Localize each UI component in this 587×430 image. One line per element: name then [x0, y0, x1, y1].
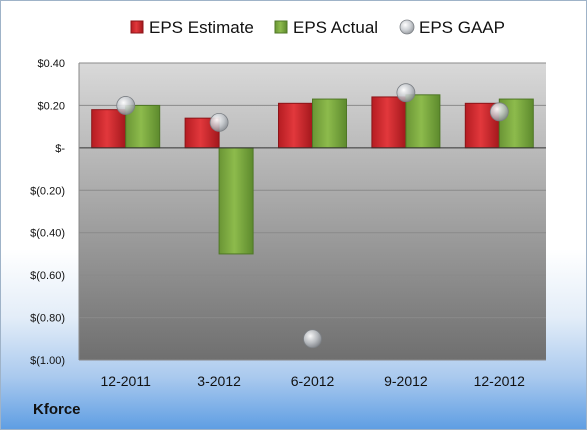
y-tick-label: $(0.40)	[30, 228, 65, 240]
marker-eps-gaap-6-2012	[303, 329, 322, 349]
x-tick-label: 3-2012	[197, 373, 241, 389]
bar-eps-actual-3-2012	[218, 147, 254, 255]
company-label: Kforce	[33, 401, 81, 418]
marker-eps-gaap-3-2012	[209, 113, 229, 132]
y-tick-label: $(0.80)	[30, 313, 65, 325]
x-tick-label: 12-2012	[474, 373, 526, 389]
marker-eps-gaap-12-2012	[489, 102, 509, 122]
bar-eps-actual-6-2012	[312, 98, 347, 149]
legend-label-eps-actual: EPS Actual	[293, 18, 378, 37]
marker-eps-gaap-12-2011	[116, 96, 136, 115]
y-tick-label: $(1.00)	[30, 355, 65, 367]
y-tick-label: $(0.60)	[30, 270, 65, 282]
x-axis: 12-2011 3-2012 6-2012 9-2012 12-2012	[101, 373, 526, 389]
y-tick-label: $0.40	[37, 58, 65, 70]
y-tick-label: $0.20	[37, 100, 65, 112]
bar-eps-estimate-12-2011	[91, 109, 127, 149]
bar-eps-estimate-6-2012	[278, 102, 313, 149]
y-tick-label: $-	[55, 143, 65, 155]
legend-label-eps-gaap: EPS GAAP	[419, 18, 505, 37]
marker-eps-gaap-9-2012	[396, 83, 416, 103]
y-tick-label: $(0.20)	[30, 185, 65, 197]
legend: EPS Estimate EPS Actual EPS GAAP	[130, 18, 505, 37]
legend-label-eps-estimate: EPS Estimate	[149, 18, 254, 37]
x-tick-label: 6-2012	[291, 373, 335, 389]
y-axis: $0.40 $0.20 $- $(0.20) $(0.40) $(0.60) $(0.80)…	[30, 58, 80, 367]
legend-swatch-eps-estimate	[130, 20, 144, 34]
x-tick-label: 12-2011	[101, 373, 152, 389]
bar-eps-estimate-9-2012	[371, 96, 407, 149]
x-tick-label: 9-2012	[384, 373, 428, 389]
legend-swatch-eps-gaap	[399, 19, 415, 35]
legend-swatch-eps-actual	[274, 20, 288, 34]
bar-eps-actual-9-2012	[405, 94, 441, 149]
gaap-markers	[116, 83, 509, 349]
